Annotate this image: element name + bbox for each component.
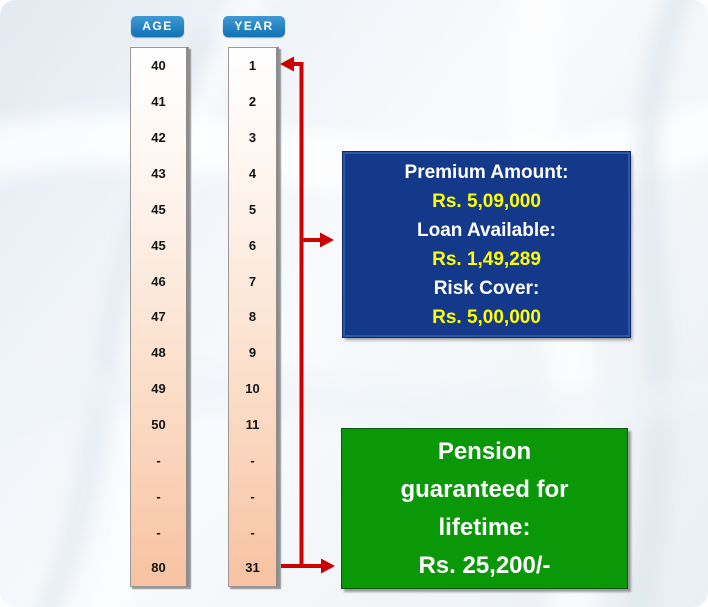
- year-cell: -: [250, 452, 255, 468]
- pension-info-line: guaranteed for: [400, 475, 569, 503]
- year-column-header: YEAR: [223, 16, 285, 37]
- premium-info-line: Rs. 1,49,289: [432, 248, 541, 270]
- age-column-header: AGE: [131, 16, 184, 37]
- age-cell: 45: [151, 237, 166, 253]
- year-cell: 7: [248, 273, 257, 289]
- pension-info-line: lifetime:: [438, 513, 531, 541]
- connector-lines: [281, 62, 323, 568]
- age-cell: 43: [151, 166, 166, 181]
- year-cell: 11: [245, 417, 260, 433]
- age-cell: 47: [151, 309, 166, 325]
- year-cell: 4: [248, 166, 257, 181]
- year-column: 1 2 3 4 5 6 7 8 9 10 11 - - - 31: [228, 47, 279, 587]
- arrowhead-pension-box: [321, 558, 335, 574]
- age-cell: -: [156, 488, 161, 504]
- year-cell: 3: [248, 130, 257, 146]
- age-column: 40 41 42 43 45 45 46 47 48 49 50 - - - 80: [130, 47, 189, 587]
- year-cell: -: [250, 488, 255, 504]
- age-cell: -: [156, 524, 161, 540]
- year-cell: 5: [248, 201, 257, 217]
- year-cell: 8: [248, 309, 257, 325]
- premium-info-box: Premium Amount: Rs. 5,09,000 Loan Availabl…: [343, 152, 630, 337]
- age-cell: 49: [151, 381, 166, 397]
- age-cell: 46: [151, 273, 166, 289]
- age-cell: 42: [151, 130, 166, 146]
- age-cell: 48: [151, 345, 166, 361]
- age-cell: 41: [151, 94, 166, 110]
- age-cell: -: [156, 452, 161, 468]
- age-cell: 40: [151, 58, 166, 74]
- age-cell: 80: [151, 560, 166, 576]
- age-cell: 50: [151, 417, 166, 433]
- year-cell: 2: [248, 94, 257, 110]
- year-cell: 9: [248, 345, 257, 361]
- premium-info-line: Loan Available:: [416, 219, 556, 241]
- premium-info-line: Rs. 5,00,000: [432, 306, 541, 328]
- age-cell: 45: [151, 201, 166, 217]
- year-cell: 6: [248, 237, 257, 253]
- premium-info-line: Risk Cover:: [433, 277, 540, 299]
- year-cell: 10: [245, 381, 260, 397]
- arrowhead-year-1: [280, 56, 294, 72]
- pension-info-line: Rs. 25,200/-: [418, 551, 551, 579]
- arrowhead-premium-box: [320, 232, 334, 248]
- pension-info-line: Pension: [437, 437, 532, 465]
- premium-info-line: Rs. 5,09,000: [432, 190, 541, 212]
- pension-info-box: Pension guaranteed for lifetime: Rs. 25,200…: [341, 428, 628, 589]
- year-cell: 31: [245, 560, 260, 576]
- premium-info-line: Premium Amount:: [404, 161, 569, 183]
- year-cell: -: [250, 524, 255, 540]
- year-cell: 1: [248, 58, 257, 74]
